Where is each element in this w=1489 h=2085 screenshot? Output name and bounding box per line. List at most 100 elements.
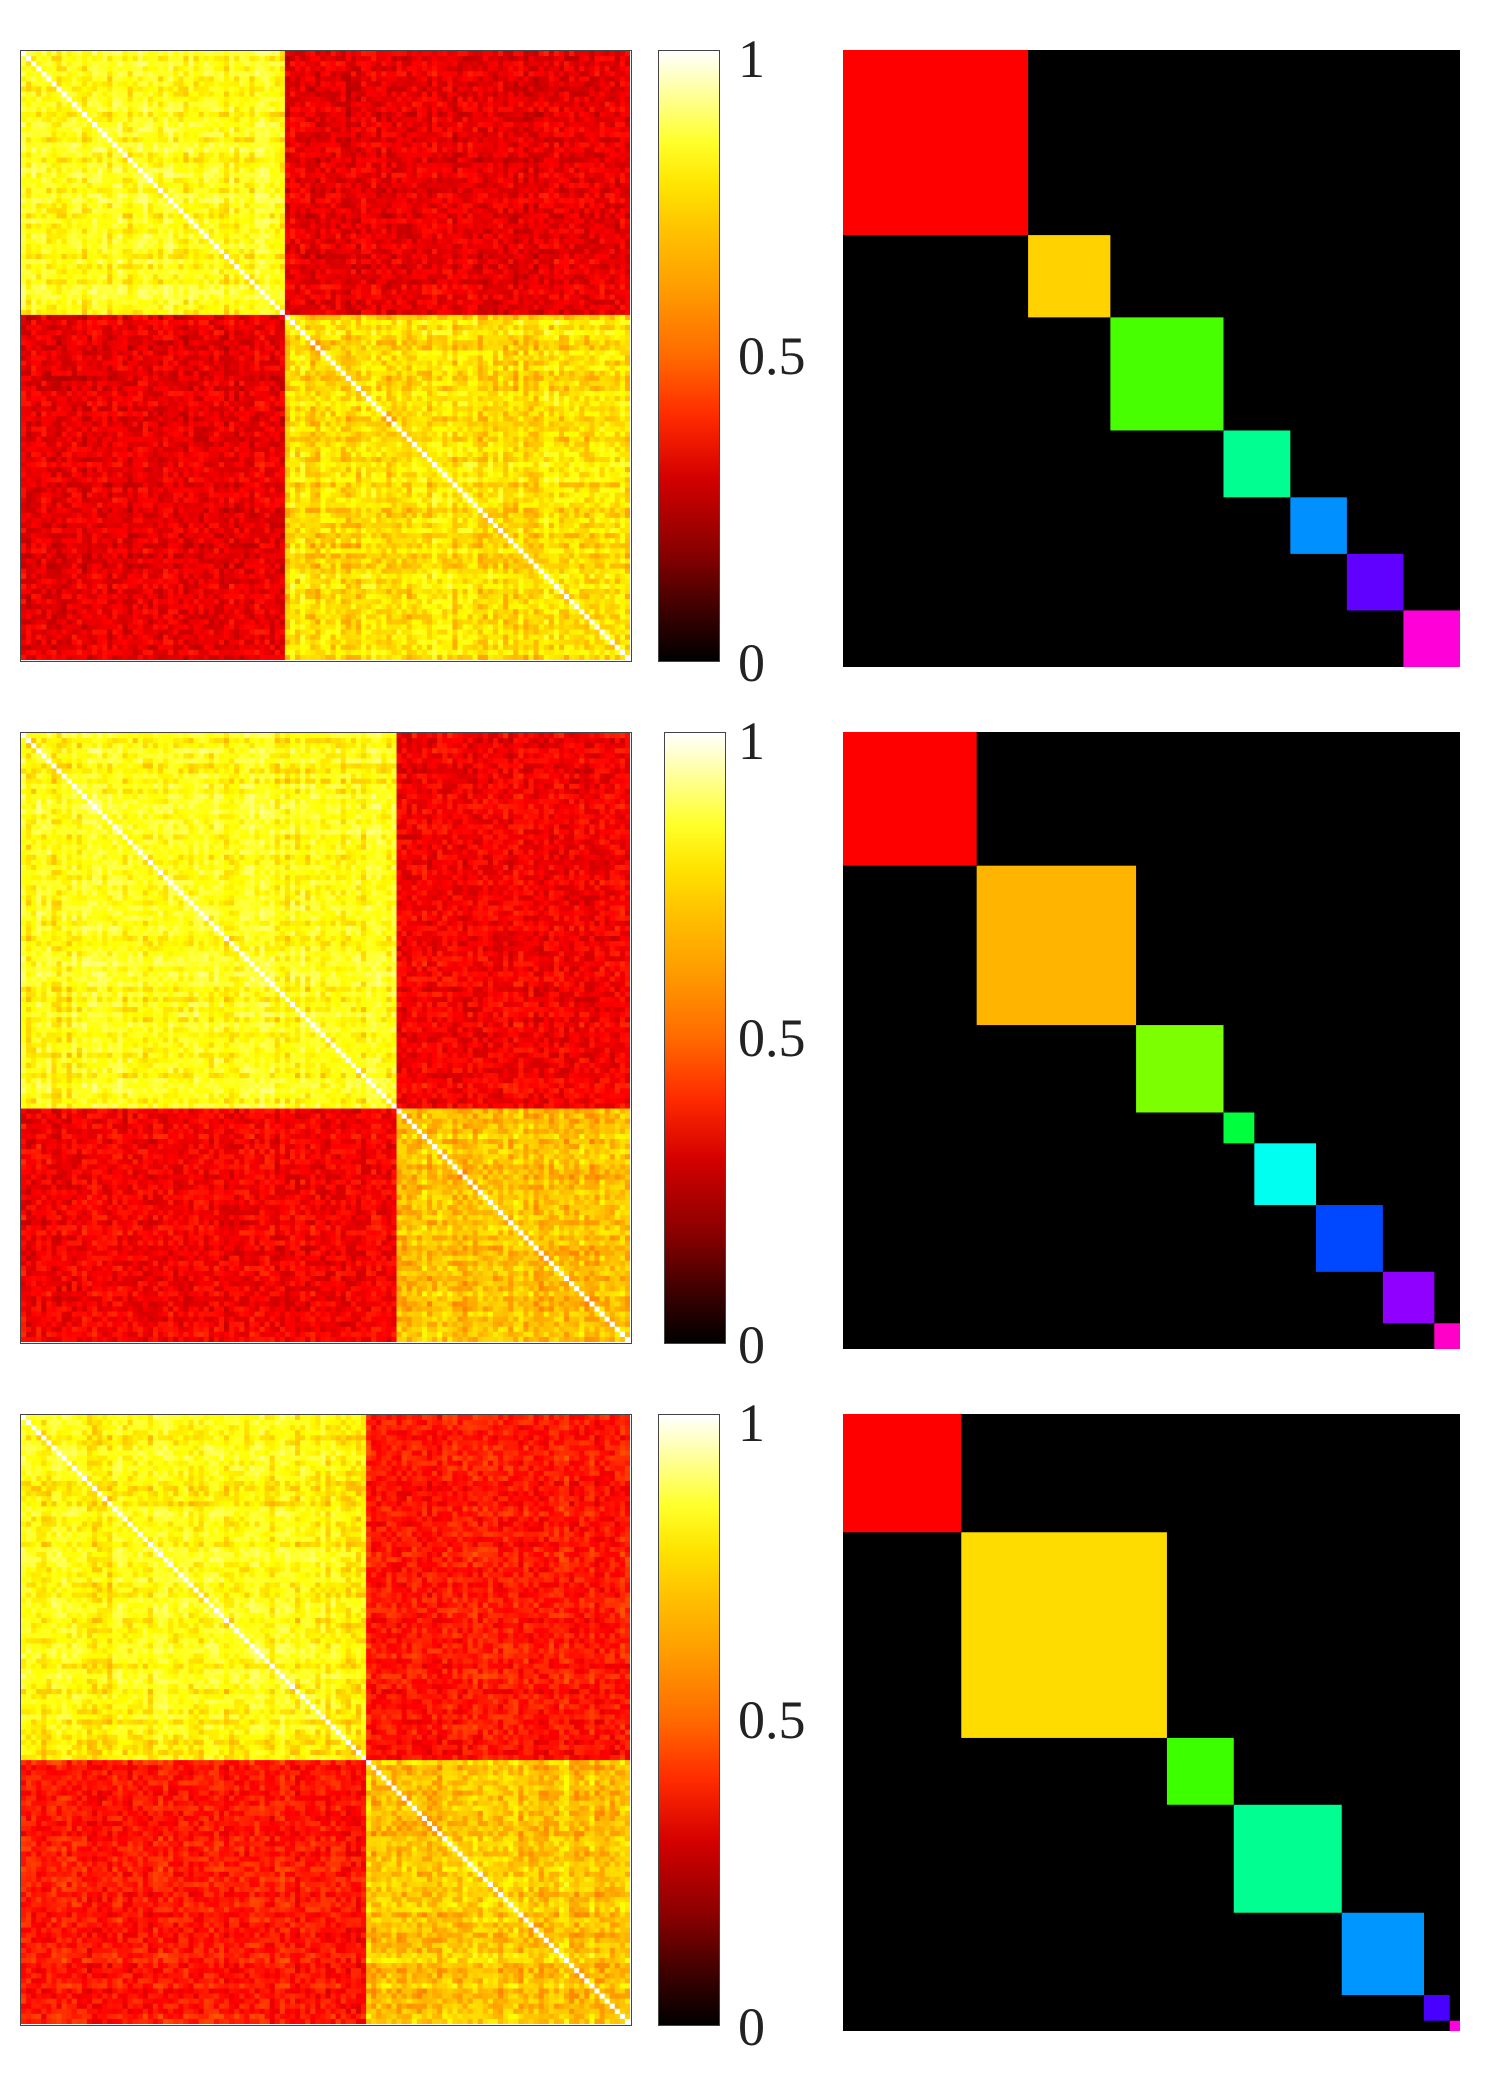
heatmap-cell (584, 101, 590, 108)
heatmap-cell (56, 522, 63, 529)
heatmap-cell (421, 76, 428, 83)
heatmap-cell (117, 533, 124, 539)
heatmap-cell (21, 619, 27, 626)
heatmap-cell (193, 96, 200, 103)
heatmap-cell (71, 152, 78, 159)
heatmap-cell (406, 122, 413, 128)
heatmap-cell (361, 86, 367, 93)
heatmap-cell (81, 218, 88, 225)
heatmap-cell (117, 142, 124, 149)
heatmap-cell (325, 162, 332, 169)
heatmap-cell (117, 594, 124, 600)
heatmap-cell (320, 61, 327, 67)
heatmap-cell (81, 91, 88, 98)
heatmap-cell (325, 157, 332, 164)
heatmap-cell (396, 127, 403, 133)
heatmap-cell (127, 370, 134, 377)
heatmap-cell (112, 391, 119, 397)
heatmap-cell (36, 264, 42, 270)
heatmap-cell (102, 467, 108, 473)
heatmap-cell (76, 350, 83, 357)
heatmap-cell (36, 639, 42, 646)
heatmap-cell (117, 182, 124, 189)
heatmap-cell (421, 101, 428, 108)
heatmap-cell (51, 599, 58, 605)
heatmap-cell (71, 203, 78, 209)
heatmap-cell (467, 157, 474, 164)
heatmap-cell (66, 289, 73, 296)
heatmap-cell (401, 111, 408, 118)
heatmap-cell (254, 132, 261, 138)
heatmap-cell (31, 193, 37, 199)
heatmap-cell (173, 81, 179, 88)
heatmap-cell (56, 188, 63, 194)
heatmap-cell (239, 56, 245, 62)
heatmap-cell (122, 406, 129, 412)
heatmap-cell (381, 137, 387, 143)
heatmap-cell (36, 233, 42, 240)
heatmap-cell (447, 142, 453, 149)
heatmap-cell (46, 335, 53, 341)
heatmap-cell (102, 66, 108, 72)
heatmap-cell (477, 86, 484, 93)
heatmap-cell (36, 314, 42, 321)
heatmap-cell (127, 213, 134, 220)
heatmap-cell (102, 497, 108, 504)
heatmap-cell (462, 81, 469, 88)
heatmap-cell (31, 228, 37, 235)
heatmap-cell (46, 583, 53, 590)
heatmap-cell (51, 330, 58, 336)
heatmap-cell (594, 86, 601, 93)
heatmap-cell (66, 609, 73, 615)
heatmap-cell (340, 106, 347, 113)
heatmap-cell (102, 233, 108, 240)
heatmap-cell (421, 106, 428, 113)
heatmap-cell (396, 66, 403, 72)
heatmap-cell (112, 218, 119, 225)
heatmap-cell (36, 553, 42, 560)
heatmap-cell (107, 375, 113, 382)
heatmap-cell (107, 401, 113, 407)
heatmap-cell (97, 152, 103, 159)
heatmap-cell (137, 122, 144, 128)
heatmap-cell (51, 563, 58, 570)
heatmap-cell (604, 91, 611, 98)
heatmap-cell (127, 462, 134, 468)
heatmap-cell (117, 604, 124, 610)
heatmap-cell (102, 517, 108, 524)
heatmap-cell (213, 137, 220, 143)
heatmap-cell (584, 56, 590, 62)
heatmap-cell (81, 396, 88, 402)
heatmap-cell (366, 91, 372, 98)
heatmap-cell (36, 188, 42, 194)
heatmap-cell (56, 111, 63, 118)
heatmap-cell (26, 51, 32, 57)
heatmap-cell (71, 360, 78, 367)
heatmap-cell (147, 116, 154, 123)
heatmap-cell (61, 101, 68, 108)
heatmap-cell (102, 350, 108, 357)
heatmap-cell (137, 157, 144, 164)
heatmap-cell (97, 350, 103, 357)
heatmap-cell (249, 152, 256, 159)
heatmap-cell (122, 431, 129, 438)
heatmap-cell (46, 380, 53, 387)
heatmap-cell (411, 147, 418, 154)
heatmap-cell (224, 71, 230, 77)
heatmap-cell (107, 193, 113, 199)
heatmap-cell (31, 177, 37, 184)
heatmap-cell (92, 279, 98, 286)
heatmap-cell (432, 127, 438, 133)
heatmap-cell (609, 81, 616, 88)
heatmap-cell (391, 142, 398, 149)
heatmap-cell (548, 111, 555, 118)
heatmap-cell (71, 436, 78, 443)
heatmap-cell (61, 243, 68, 250)
heatmap-cell (92, 497, 98, 504)
heatmap-cell (92, 345, 98, 352)
heatmap-cell (71, 319, 78, 326)
heatmap-cell (320, 96, 327, 103)
heatmap-cell (31, 406, 37, 412)
heatmap-cell (56, 644, 63, 651)
heatmap-cell (127, 502, 134, 509)
